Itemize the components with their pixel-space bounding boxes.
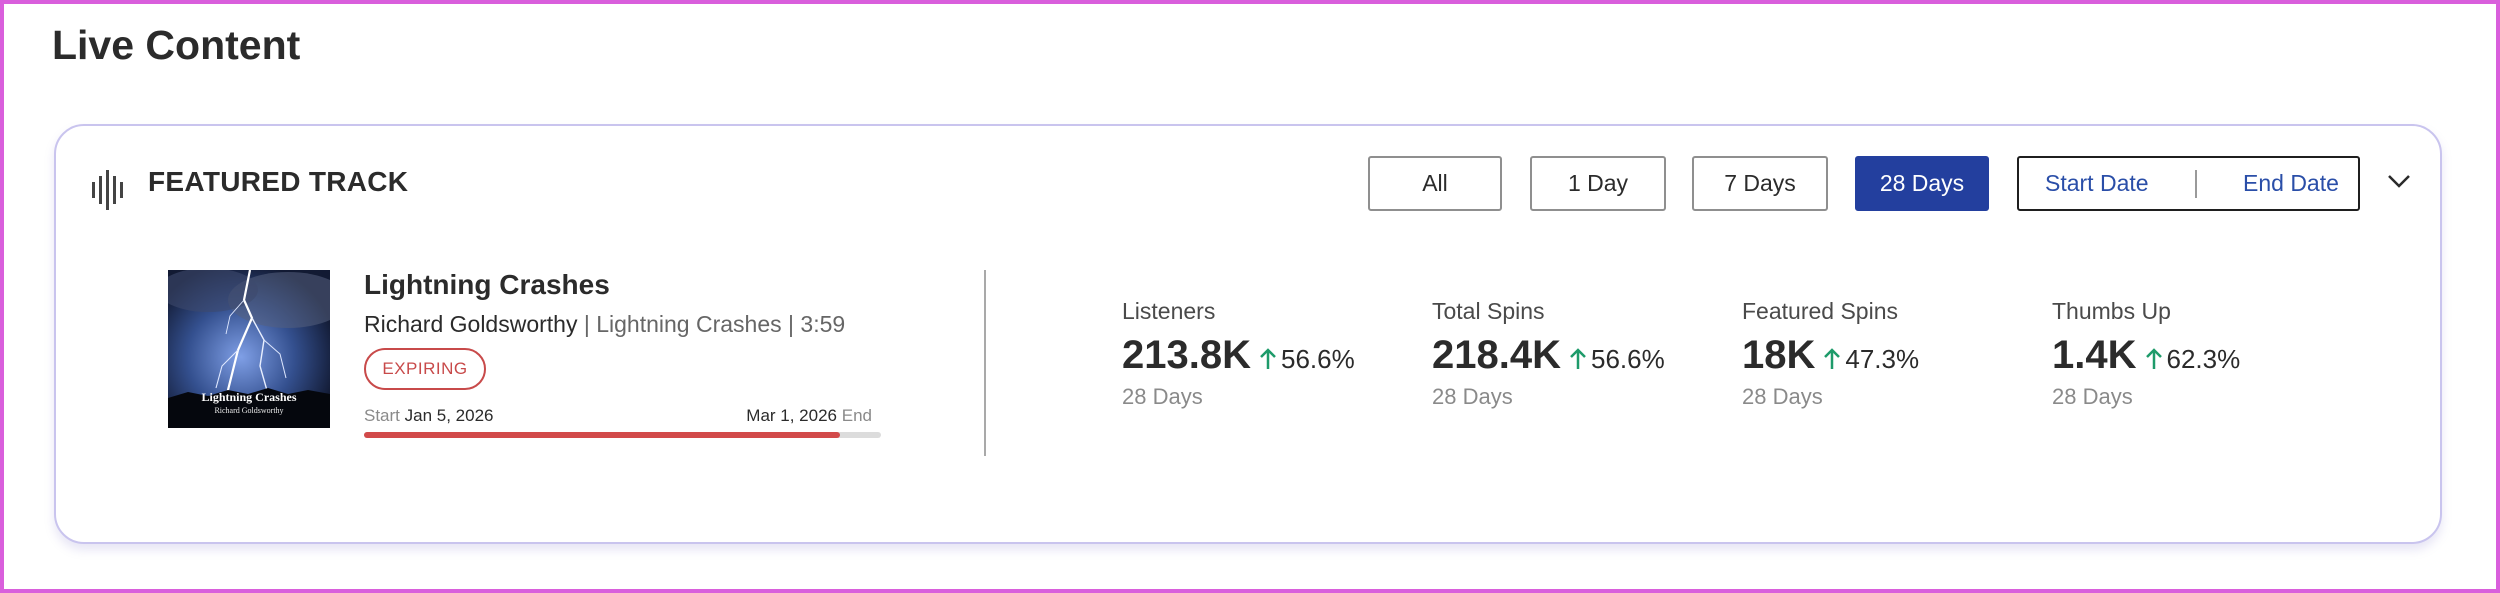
filter-1-day-button[interactable]: 1 Day: [1530, 156, 1666, 211]
track-title: Lightning Crashes: [364, 269, 610, 300]
stat-label: Total Spins: [1432, 298, 1545, 324]
start-date-input[interactable]: Start Date: [2045, 170, 2149, 196]
track-duration: 3:59: [800, 311, 846, 337]
stat-value: 218.4K: [1432, 333, 1561, 377]
arrow-up-icon: [2145, 347, 2162, 369]
album-art-title: Lightning Crashes: [201, 390, 297, 404]
stat-value: 18K: [1742, 333, 1816, 377]
date-range-picker[interactable]: Start Date End Date: [2017, 156, 2360, 211]
stat-featured-spins: Featured Spins 18K 47.3% 28 Days: [1742, 298, 1919, 410]
track-meta: Richard Goldsworthy | Lightning Crashes …: [364, 311, 846, 337]
start-date-value: Jan 5, 2026: [404, 406, 494, 425]
stat-label: Thumbs Up: [2052, 298, 2171, 324]
card-title: FEATURED TRACK: [148, 166, 409, 197]
stat-listeners: Listeners 213.8K 56.6% 28 Days: [1122, 298, 1355, 410]
schedule-progress-bar: [364, 432, 881, 438]
section-divider: [984, 270, 986, 456]
arrow-up-icon: [1824, 347, 1841, 369]
schedule-progress-fill: [364, 432, 840, 438]
stat-label: Listeners: [1122, 298, 1216, 324]
audio-wave-icon: [92, 170, 123, 210]
filter-28-days-button[interactable]: 28 Days: [1855, 156, 1989, 211]
album-art-artist: Richard Goldsworthy: [214, 406, 284, 415]
filter-7-days-button[interactable]: 7 Days: [1692, 156, 1828, 211]
stat-change: 56.6%: [1590, 344, 1665, 374]
stat-change: 62.3%: [2166, 344, 2241, 374]
end-label: End: [841, 406, 872, 425]
date-range-divider: [2195, 170, 2197, 198]
end-date-input[interactable]: End Date: [2243, 170, 2339, 196]
arrow-up-icon: [1570, 347, 1586, 369]
expiring-badge: EXPIRING: [364, 348, 486, 390]
stat-period: 28 Days: [2052, 384, 2133, 409]
chevron-down-icon[interactable]: [2386, 171, 2412, 191]
start-label: Start: [364, 406, 400, 425]
featured-track-card: FEATURED TRACK All 1 Day 7 Days 28 Days …: [54, 124, 2442, 544]
stat-change: 56.6%: [1280, 344, 1355, 374]
arrow-up-icon: [1260, 347, 1276, 369]
stat-value: 213.8K: [1122, 333, 1251, 377]
stat-change: 47.3%: [1845, 344, 1920, 374]
stat-period: 28 Days: [1122, 384, 1203, 409]
filter-all-button[interactable]: All: [1368, 156, 1502, 211]
end-date: Mar 1, 2026 End: [746, 406, 872, 426]
stat-total-spins: Total Spins 218.4K 56.6% 28 Days: [1432, 298, 1665, 410]
track-artist: Richard Goldsworthy: [364, 311, 578, 337]
start-date: Start Jan 5, 2026: [364, 406, 494, 426]
stat-thumbs-up: Thumbs Up 1.4K 62.3% 28 Days: [2052, 298, 2240, 410]
stat-period: 28 Days: [1742, 384, 1823, 409]
stat-value: 1.4K: [2052, 333, 2137, 377]
stat-label: Featured Spins: [1742, 298, 1898, 324]
end-date-value: Mar 1, 2026: [746, 406, 838, 425]
stat-period: 28 Days: [1432, 384, 1513, 409]
album-art: Lightning Crashes Richard Goldsworthy: [168, 270, 330, 428]
track-album: Lightning Crashes: [596, 311, 782, 337]
page-title: Live Content: [52, 22, 301, 68]
lightning-image: [168, 270, 330, 428]
